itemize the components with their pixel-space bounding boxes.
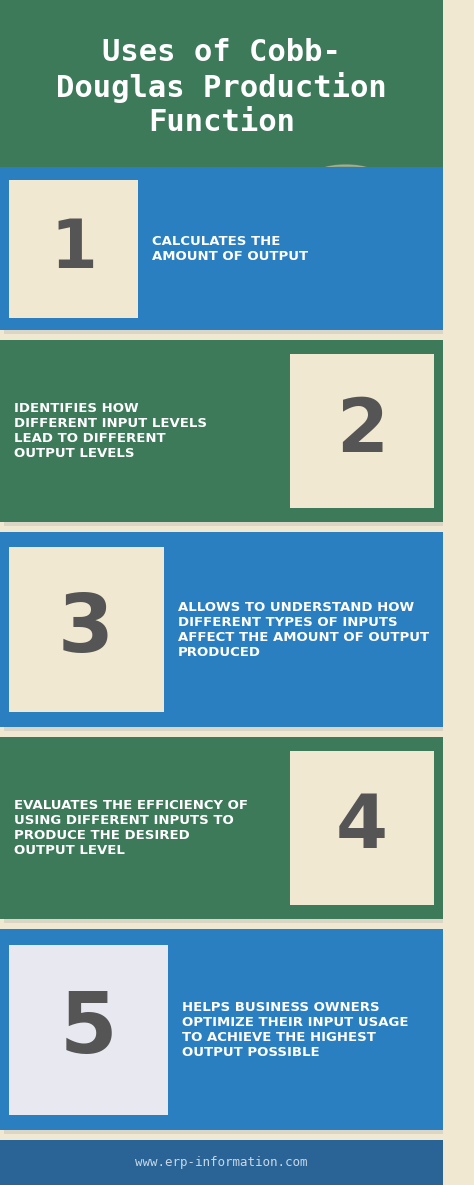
Bar	[9, 547, 164, 712]
Text: CALCULATES THE
AMOUNT OF OUTPUT: CALCULATES THE AMOUNT OF OUTPUT	[152, 235, 309, 263]
Text: 5: 5	[60, 989, 118, 1070]
Text: ALLOWS TO UNDERSTAND HOW
DIFFERENT TYPES OF INPUTS
AFFECT THE AMOUNT OF OUTPUT
P: ALLOWS TO UNDERSTAND HOW DIFFERENT TYPES…	[178, 601, 428, 659]
Bar	[4, 344, 447, 526]
Bar	[290, 751, 434, 905]
Bar	[0, 0, 443, 175]
Bar	[9, 944, 168, 1115]
Bar	[0, 167, 443, 329]
Text: www.erp-information.com: www.erp-information.com	[135, 1157, 308, 1168]
Bar	[0, 929, 443, 1130]
Bar	[4, 536, 447, 731]
Bar	[0, 532, 443, 728]
Text: 1: 1	[50, 216, 97, 282]
Bar	[290, 354, 434, 508]
Bar	[4, 741, 447, 923]
Bar	[4, 933, 447, 1134]
Text: 2: 2	[336, 395, 388, 468]
Text: Uses of Cobb-
Douglas Production
Function: Uses of Cobb- Douglas Production Functio…	[56, 38, 387, 136]
Text: 3: 3	[58, 591, 114, 670]
Text: EVALUATES THE EFFICIENCY OF
USING DIFFERENT INPUTS TO
PRODUCE THE DESIRED
OUTPUT: EVALUATES THE EFFICIENCY OF USING DIFFER…	[14, 799, 248, 857]
Text: HELPS BUSINESS OWNERS
OPTIMIZE THEIR INPUT USAGE
TO ACHIEVE THE HIGHEST
OUTPUT P: HELPS BUSINESS OWNERS OPTIMIZE THEIR INP…	[182, 1001, 409, 1059]
Bar	[4, 171, 447, 334]
Text: 4: 4	[336, 792, 388, 865]
Text: IDENTIFIES HOW
DIFFERENT INPUT LEVELS
LEAD TO DIFFERENT
OUTPUT LEVELS: IDENTIFIES HOW DIFFERENT INPUT LEVELS LE…	[14, 402, 207, 460]
Ellipse shape	[309, 165, 383, 196]
Bar	[0, 1140, 443, 1185]
Bar	[0, 737, 443, 920]
Bar	[0, 340, 443, 523]
Bar	[9, 180, 138, 318]
